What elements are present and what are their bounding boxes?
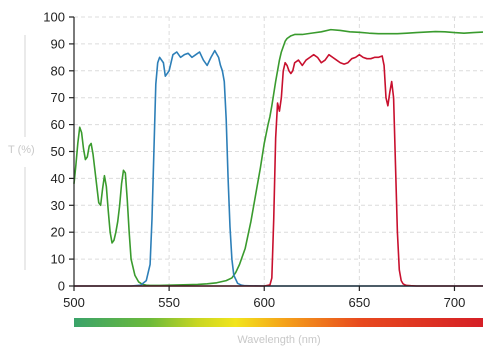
x-tick-label: 550 [158, 295, 180, 310]
y-tick-label: 60 [51, 117, 65, 132]
y-tick-label: 10 [51, 252, 65, 267]
series-layer [73, 28, 483, 287]
tick-labels: 0 10 20 30 40 50 60 70 80 90 100 500 550 600 650 700 [43, 10, 465, 311]
x-tick-label: 500 [63, 295, 85, 310]
y-tick-label: 30 [51, 198, 65, 213]
y-tick-label: 0 [58, 279, 65, 294]
series-line-3 [74, 53, 483, 287]
y-tick-label: 70 [51, 90, 65, 105]
y-tick-label: 50 [51, 144, 65, 159]
y-axis-title: T (%) [8, 144, 35, 156]
series-line-1 [73, 28, 483, 287]
grid [74, 16, 483, 286]
x-tick-label: 600 [253, 295, 275, 310]
x-tick-label: 650 [348, 295, 370, 310]
wavelength-spectrum-bar [74, 318, 483, 327]
y-tick-label: 90 [51, 36, 65, 51]
y-tick-label: 100 [43, 10, 65, 25]
y-tick-label: 80 [51, 63, 65, 78]
series-line-2 [74, 49, 483, 287]
x-axis-title: Wavelength (nm) [237, 334, 320, 346]
x-tick-label: 700 [444, 295, 466, 310]
y-tick-label: 20 [51, 225, 65, 240]
y-tick-label: 40 [51, 171, 65, 186]
